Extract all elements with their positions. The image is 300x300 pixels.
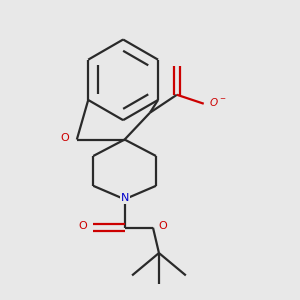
Text: O: O [61,133,69,143]
Text: $O^-$: $O^-$ [209,96,227,108]
Text: O: O [78,221,87,231]
Text: N: N [120,194,129,203]
Text: O: O [158,221,167,231]
